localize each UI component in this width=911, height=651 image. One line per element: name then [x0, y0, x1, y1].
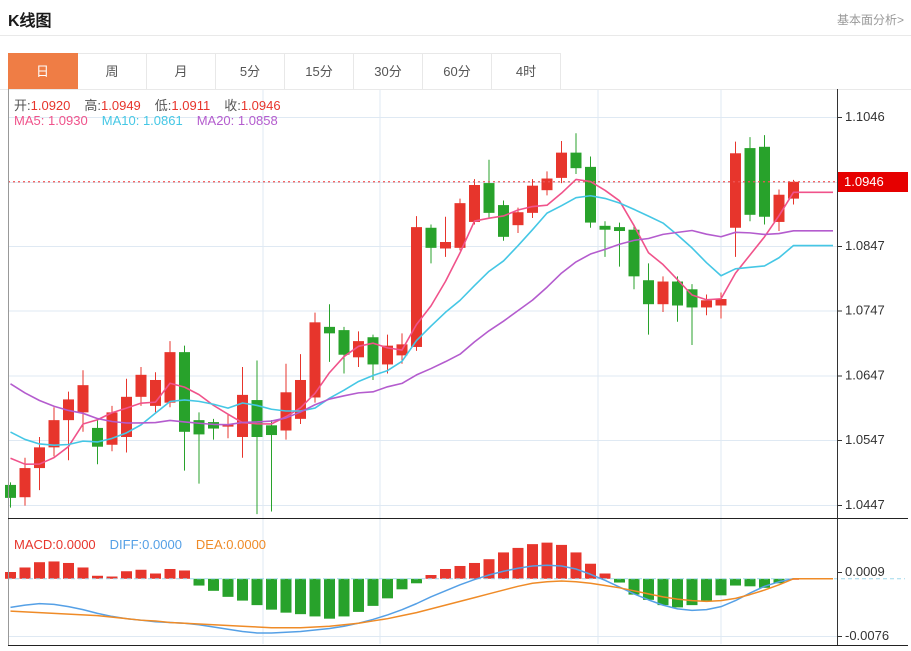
svg-text:1.0547: 1.0547	[845, 432, 885, 447]
svg-text:1.0847: 1.0847	[845, 238, 885, 253]
period-tabs: 日 周 月 5分 15分 30分 60分 4时	[8, 53, 561, 90]
ohlc-readout: 开:1.0920 高:1.0949 低:1.0911 收:1.0946	[14, 95, 295, 114]
macd-readout: MACD:0.0000 DIFF:0.0000 DEA:0.0000	[14, 537, 280, 552]
ma20-value: 1.0858	[237, 113, 278, 128]
ma20-label: MA20:	[196, 113, 235, 128]
dea-label: DEA:	[195, 537, 227, 552]
svg-text:1.1046: 1.1046	[845, 109, 885, 124]
ma5-label: MA5:	[14, 113, 45, 128]
low-label: 低:	[154, 98, 172, 113]
header-divider	[0, 35, 911, 36]
diff-value: 0.0000	[142, 537, 182, 552]
ma10-label: MA10:	[101, 113, 140, 128]
svg-text:1.0447: 1.0447	[845, 497, 885, 512]
close-value: 1.0946	[240, 98, 281, 113]
tabs-bottom-border	[0, 89, 911, 90]
tab-month[interactable]: 月	[147, 54, 216, 89]
tab-60min[interactable]: 60分	[423, 54, 492, 89]
svg-text:1.0747: 1.0747	[845, 303, 885, 318]
fundamental-analysis-link[interactable]: 基本面分析>	[836, 13, 904, 27]
current-price-badge: 1.0946	[838, 172, 908, 192]
high-value: 1.0949	[101, 98, 141, 113]
ma10-value: 1.0861	[142, 113, 183, 128]
close-label: 收:	[224, 98, 241, 113]
open-value: 1.0920	[30, 98, 71, 113]
low-value: 1.0911	[171, 98, 211, 113]
ma5-value: 1.0930	[47, 113, 88, 128]
svg-text:0.0009: 0.0009	[845, 564, 885, 579]
tab-30min[interactable]: 30分	[354, 54, 423, 89]
macd-label: MACD:	[14, 537, 56, 552]
tab-day[interactable]: 日	[8, 53, 78, 90]
tab-15min[interactable]: 15分	[285, 54, 354, 89]
page-title: K线图	[8, 13, 52, 30]
ma-readout: MA5: 1.0930 MA10: 1.0861 MA20: 1.0858	[14, 113, 292, 128]
open-label: 开:	[14, 98, 31, 113]
svg-text:-0.0076: -0.0076	[845, 628, 889, 643]
tab-week[interactable]: 周	[78, 54, 147, 89]
svg-text:1.0647: 1.0647	[845, 367, 885, 382]
macd-value: 0.0000	[55, 537, 96, 552]
high-label: 高:	[84, 98, 102, 113]
diff-label: DIFF:	[109, 537, 143, 552]
tab-5min[interactable]: 5分	[216, 54, 285, 89]
tab-4hour[interactable]: 4时	[492, 54, 561, 89]
dea-value: 0.0000	[226, 537, 267, 552]
